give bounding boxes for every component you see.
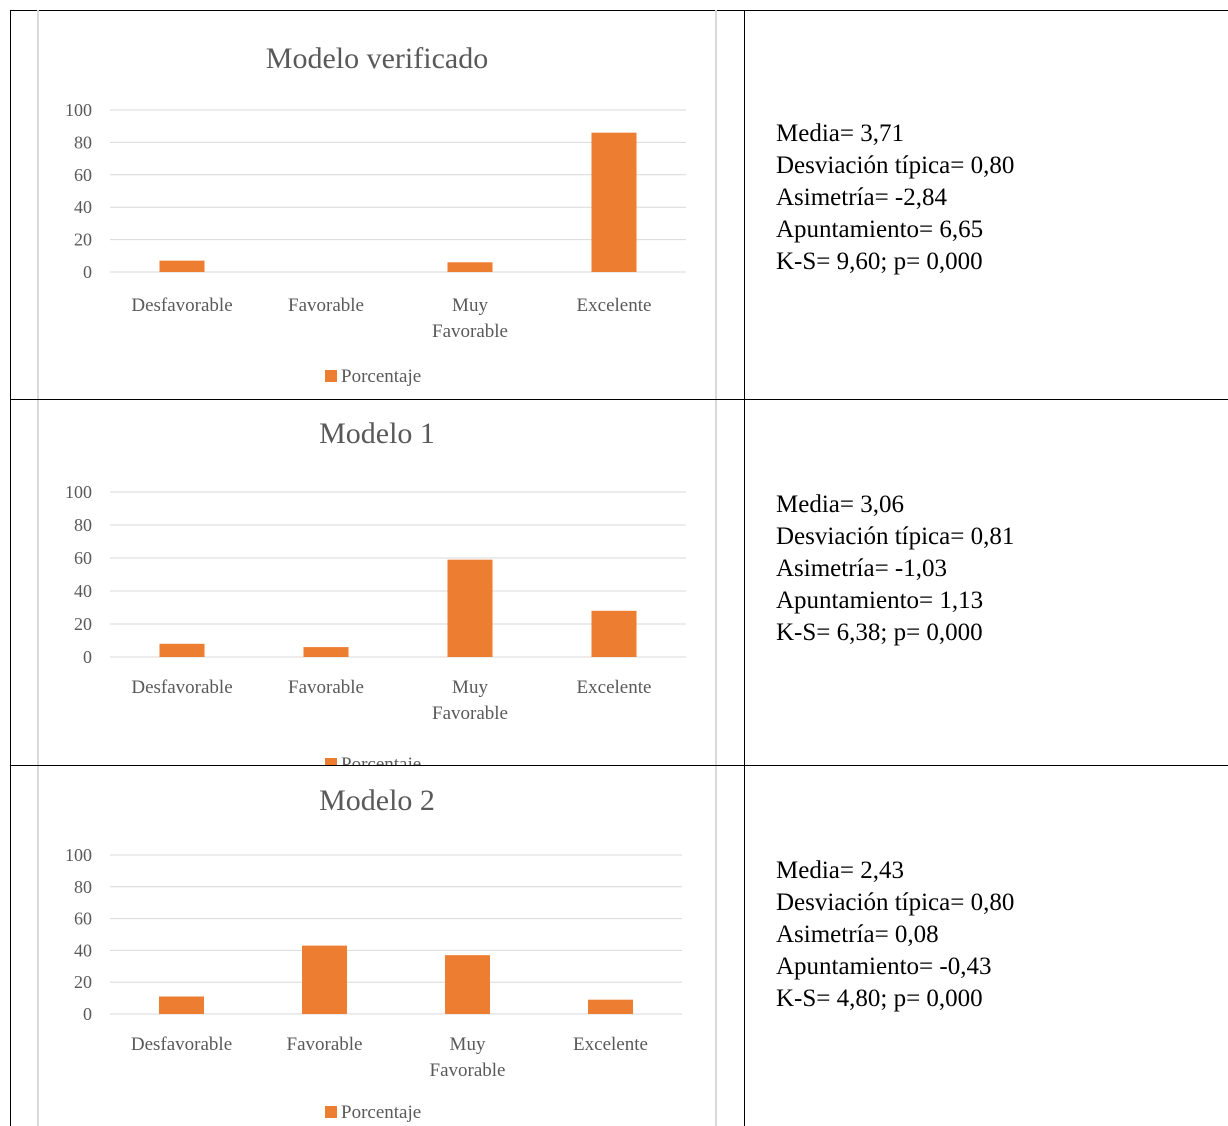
bar: [159, 643, 205, 657]
bar: [447, 559, 493, 657]
y-tick-label: 40: [74, 197, 92, 217]
stats-block: Media= 3,71 Desviación típica= 0,80 Asim…: [776, 118, 1014, 278]
x-category-label: Excelente: [577, 677, 652, 698]
results-table: Modelo verificado 0 20 40 60 80 100 Desfavorabl…: [10, 10, 1228, 1126]
bar: [159, 996, 204, 1014]
y-tick-label: 60: [74, 165, 92, 185]
stat-desviacion: Desviación típica= 0,80: [776, 152, 1015, 179]
y-tick-label: 40: [74, 581, 92, 601]
bar: [445, 955, 490, 1014]
stat-asimetria: Asimetría= -2,84: [776, 184, 948, 211]
bar: [302, 945, 347, 1014]
x-category-label: Muy Favorable: [432, 295, 508, 342]
y-tick-label: 40: [74, 940, 92, 960]
legend-swatch: [325, 1106, 337, 1118]
x-category-label: Excelente: [573, 1034, 648, 1055]
y-tick-label: 60: [74, 548, 92, 568]
legend-swatch: [325, 370, 337, 382]
stat-ks: K-S= 9,60; p= 0,000: [776, 248, 983, 275]
stat-desviacion: Desviación típica= 0,80: [776, 889, 1015, 916]
chart-cell: Modelo 1 0 20 40 60 80 100 Desfavorable Favorabl…: [10, 400, 744, 765]
y-tick-label: 80: [74, 515, 92, 535]
x-category-label: Favorable: [288, 677, 364, 698]
bar-chart-modelo-1: Modelo 1 0 20 40 60 80 100 Desfavorable Favorabl…: [37, 400, 717, 765]
y-tick-label: 20: [74, 230, 92, 250]
stat-desviacion: Desviación típica= 0,81: [776, 523, 1015, 550]
stat-apuntamiento: Apuntamiento= -0,43: [776, 953, 992, 980]
bar: [447, 262, 493, 272]
row-divider: [10, 399, 1228, 400]
table-row: Modelo verificado 0 20 40 60 80 100 Desfavorabl…: [10, 10, 1228, 399]
stat-ks: K-S= 6,38; p= 0,000: [776, 619, 983, 646]
x-category-label: Excelente: [577, 295, 652, 316]
chart-legend: Porcentaje: [325, 754, 421, 765]
row-divider: [10, 765, 1228, 766]
chart-cell: Modelo verificado 0 20 40 60 80 100 Desfavorabl…: [10, 10, 744, 399]
bar: [591, 610, 637, 657]
y-tick-label: 80: [74, 132, 92, 152]
x-category-label: Favorable: [287, 1034, 363, 1055]
legend-swatch: [325, 758, 337, 765]
table-border-top: [10, 10, 1228, 11]
stat-media: Media= 2,43: [776, 857, 904, 884]
x-category-label: Muy Favorable: [430, 1034, 506, 1081]
bar-chart-modelo-verificado: Modelo verificado 0 20 40 60 80 100 Desfavorabl…: [37, 10, 717, 399]
table-border-left: [10, 10, 11, 1126]
x-category-label: Desfavorable: [131, 295, 232, 316]
y-tick-label: 0: [83, 647, 92, 667]
y-tick-label: 60: [74, 909, 92, 929]
y-tick-label: 0: [83, 262, 92, 282]
column-divider: [744, 10, 745, 1126]
y-tick-label: 100: [65, 845, 92, 865]
chart-legend: Porcentaje: [325, 1102, 421, 1123]
stat-apuntamiento: Apuntamiento= 6,65: [776, 216, 984, 243]
legend-label: Porcentaje: [341, 754, 421, 765]
stat-asimetria: Asimetría= 0,08: [776, 921, 939, 948]
legend-label: Porcentaje: [341, 366, 421, 387]
chart-title: Modelo verificado: [266, 42, 488, 75]
y-tick-label: 100: [65, 100, 92, 120]
stat-apuntamiento: Apuntamiento= 1,13: [776, 587, 984, 614]
chart-title: Modelo 2: [319, 784, 435, 817]
stats-block: Media= 3,06 Desviación típica= 0,81 Asim…: [776, 489, 1014, 649]
stat-asimetria: Asimetría= -1,03: [776, 555, 948, 582]
bar: [588, 999, 633, 1014]
bar-chart-modelo-2: Modelo 2 0 20 40 60 80 100 Desfavorable Favorabl…: [37, 766, 717, 1126]
x-category-label: Desfavorable: [131, 1034, 232, 1055]
chart-title: Modelo 1: [319, 417, 435, 450]
x-category-label: Desfavorable: [131, 677, 232, 698]
stat-ks: K-S= 4,80; p= 0,000: [776, 985, 983, 1012]
chart-legend: Porcentaje: [325, 366, 421, 387]
x-category-label: Muy Favorable: [432, 677, 508, 724]
y-tick-label: 20: [74, 972, 92, 992]
x-category-label: Favorable: [288, 295, 364, 316]
table-row: Modelo 2 0 20 40 60 80 100 Desfavorable Favorabl…: [10, 766, 1228, 1126]
table-row: Modelo 1 0 20 40 60 80 100 Desfavorable Favorabl…: [10, 400, 1228, 765]
bar: [159, 260, 205, 272]
bar: [591, 132, 637, 272]
y-tick-label: 80: [74, 877, 92, 897]
bar: [303, 647, 349, 657]
y-tick-label: 20: [74, 614, 92, 634]
stats-block: Media= 2,43 Desviación típica= 0,80 Asim…: [776, 855, 1014, 1015]
y-tick-label: 0: [83, 1004, 92, 1024]
legend-label: Porcentaje: [341, 1102, 421, 1123]
stat-media: Media= 3,71: [776, 120, 904, 147]
stat-media: Media= 3,06: [776, 491, 904, 518]
y-tick-label: 100: [65, 482, 92, 502]
chart-cell: Modelo 2 0 20 40 60 80 100 Desfavorable Favorabl…: [10, 766, 744, 1126]
